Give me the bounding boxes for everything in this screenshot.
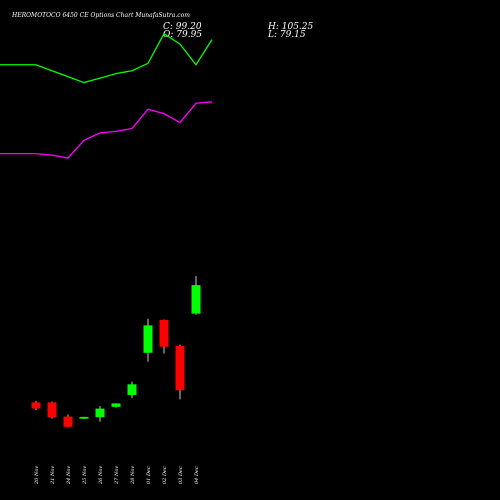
- candle-04-dec: [191, 276, 201, 315]
- candle-body: [191, 285, 201, 314]
- candle-body: [143, 325, 153, 353]
- x-tick-label: 01 Dec: [146, 466, 152, 484]
- candle-body: [79, 416, 89, 419]
- x-tick-label: 27 Nov: [114, 466, 120, 485]
- candle-24-nov: [63, 414, 73, 427]
- x-tick-label: 26 Nov: [98, 466, 104, 485]
- candle-27-nov: [111, 403, 121, 408]
- candle-25-nov: [79, 416, 89, 419]
- candle-03-dec: [175, 344, 185, 400]
- candle-body: [175, 345, 185, 391]
- candle-body: [127, 384, 137, 395]
- lower-band-line: [0, 101, 213, 159]
- candle-body: [31, 402, 41, 409]
- candle-20-nov: [31, 400, 41, 411]
- candle-body: [95, 408, 105, 418]
- band-lines: [0, 32, 213, 159]
- x-axis-ticks: 20 Nov 21 Nov 24 Nov 25 Nov 26 Nov 27 Nov 28 N…: [34, 466, 200, 485]
- candle-body: [63, 416, 73, 427]
- x-tick-label: 25 Nov: [82, 466, 88, 485]
- candle-01-dec: [143, 318, 153, 362]
- open-value: O: 79.95: [163, 30, 202, 40]
- x-tick-label: 28 Nov: [130, 466, 136, 485]
- candle-body: [159, 319, 169, 347]
- x-tick-label: 03 Dec: [178, 466, 184, 484]
- candle-body: [47, 402, 57, 418]
- x-tick-label: 24 Nov: [66, 466, 72, 485]
- chart-title: HEROMOTOCO 6450 CE Options Chart MunafaS…: [11, 12, 190, 19]
- x-tick-label: 20 Nov: [34, 466, 40, 485]
- upper-band-line: [0, 32, 213, 84]
- low-value: L: 79.15: [267, 30, 306, 40]
- x-tick-label: 02 Dec: [162, 466, 168, 484]
- candle-body: [111, 403, 121, 407]
- candle-28-nov: [127, 381, 137, 398]
- candle-21-nov: [47, 401, 57, 419]
- x-tick-label: 04 Dec: [194, 466, 200, 484]
- candle-02-dec: [159, 319, 169, 354]
- x-tick-label: 21 Nov: [50, 466, 56, 485]
- candle-26-nov: [95, 406, 105, 422]
- high-value: H: 105.25: [267, 22, 314, 32]
- candles: [31, 276, 201, 427]
- close-value: C: 99.20: [163, 22, 202, 32]
